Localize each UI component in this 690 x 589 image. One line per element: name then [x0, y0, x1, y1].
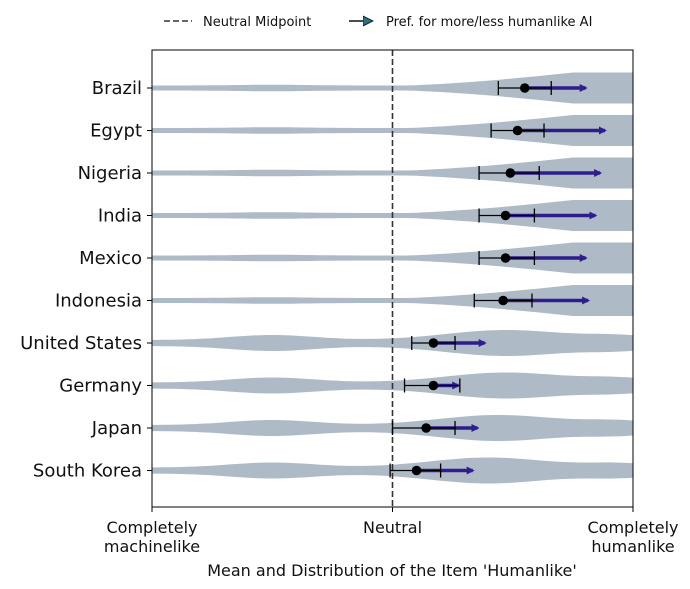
legend: Neutral Midpoint Pref. for more/less hum…	[164, 15, 592, 30]
x-tick-label-2: Completely humanlike	[587, 518, 678, 556]
y-tick-label-south-korea: South Korea	[33, 461, 142, 482]
x-axis-label: Mean and Distribution of the Item 'Human…	[207, 561, 577, 580]
mean-point-nigeria	[505, 168, 516, 178]
y-tick-label-brazil: Brazil	[92, 78, 142, 99]
x-tick-labels: Completely machinelike Neutral Completely hu…	[104, 507, 679, 556]
y-tick-labels: Brazil Egypt Nigeria India Mexico Indonesia Un…	[20, 78, 152, 482]
y-tick-label-mexico: Mexico	[79, 248, 142, 269]
y-tick-label-united-states: United States	[20, 333, 142, 354]
mean-point-egypt	[512, 125, 523, 136]
y-tick-label-egypt: Egypt	[90, 121, 142, 142]
x-tick-label-1: Neutral	[363, 518, 422, 537]
mean-point-united-states	[428, 338, 439, 348]
mean-point-south-korea	[411, 465, 422, 476]
legend-midpoint-label: Neutral Midpoint	[203, 15, 311, 30]
mean-point-mexico	[500, 253, 511, 263]
mean-point-brazil	[519, 83, 530, 93]
y-tick-label-indonesia: Indonesia	[55, 291, 142, 312]
y-tick-label-india: India	[98, 206, 142, 227]
x-tick-label-0: Completely machinelike	[104, 518, 200, 556]
y-tick-label-japan: Japan	[91, 418, 142, 439]
mean-point-japan	[421, 423, 431, 433]
legend-arrow-label: Pref. for more/less humanlike AI	[386, 15, 592, 30]
y-tick-label-nigeria: Nigeria	[78, 163, 142, 184]
mean-point-india	[500, 210, 511, 221]
violin-indonesia	[152, 285, 633, 316]
mean-point-indonesia	[498, 295, 508, 306]
plot-area	[152, 50, 633, 507]
y-tick-label-germany: Germany	[59, 376, 142, 397]
mean-point-germany	[428, 380, 439, 391]
violin-egypt	[152, 115, 633, 146]
